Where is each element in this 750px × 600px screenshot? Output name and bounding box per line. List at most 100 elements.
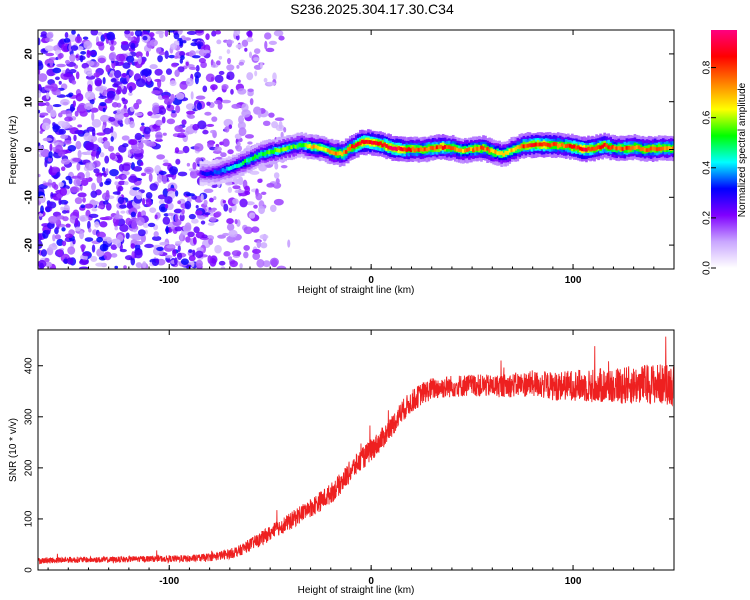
noise-blob — [231, 103, 241, 109]
noise-blob — [244, 134, 255, 139]
ridge-cell — [597, 145, 600, 149]
ridge-cell — [415, 147, 419, 152]
noise-blob — [133, 102, 140, 110]
noise-blob — [190, 42, 198, 47]
noise-blob — [228, 207, 233, 213]
noise-blob — [181, 119, 187, 126]
noise-blob — [227, 149, 234, 155]
noise-blob — [91, 112, 95, 121]
noise-blob — [109, 152, 116, 160]
noise-blob — [236, 64, 240, 69]
noise-blob — [243, 226, 253, 235]
noise-blob — [214, 100, 222, 105]
noise-blob — [264, 40, 268, 50]
noise-blob — [69, 53, 76, 63]
ridge-cell — [427, 146, 431, 151]
noise-blob — [252, 248, 261, 254]
ridge-cell — [502, 152, 506, 157]
noise-blob — [44, 159, 48, 168]
noise-blob — [130, 257, 136, 266]
noise-blob — [186, 30, 197, 36]
noise-blob — [145, 191, 153, 199]
noise-blob — [130, 31, 134, 37]
noise-blob — [58, 52, 64, 59]
noise-blob — [169, 43, 178, 50]
noise-blob — [39, 112, 49, 116]
noise-blob — [223, 251, 231, 257]
noise-blob — [185, 103, 195, 110]
noise-blob — [97, 205, 104, 209]
ridge-cell — [354, 143, 358, 148]
snr-x-label: Height of straight line (km) — [298, 585, 415, 596]
noise-blob — [273, 172, 280, 179]
noise-blob — [68, 43, 73, 52]
noise-blob — [207, 222, 215, 226]
noise-blob — [74, 217, 79, 227]
ridge-cell — [391, 146, 394, 151]
noise-blob — [135, 78, 146, 88]
noise-blob — [40, 205, 44, 214]
noise-blob — [76, 46, 84, 51]
noise-blob — [105, 64, 111, 73]
noise-blob — [74, 110, 79, 117]
noise-blob — [230, 88, 234, 95]
noise-blob — [101, 236, 112, 242]
noise-blob — [63, 73, 74, 78]
noise-blob — [166, 118, 176, 125]
noise-blob — [166, 259, 171, 263]
noise-blob — [174, 147, 180, 154]
noise-blob — [185, 193, 195, 197]
ridge-cell — [270, 149, 273, 154]
noise-blob — [148, 69, 152, 75]
noise-blob — [129, 120, 135, 129]
noise-blob — [272, 72, 277, 81]
noise-blob — [214, 244, 222, 254]
ridge-cell — [314, 144, 318, 149]
noise-blob — [165, 174, 174, 178]
noise-blob — [121, 97, 126, 102]
noise-blob — [157, 174, 163, 183]
noise-blob — [175, 158, 181, 165]
ridge-cell — [466, 148, 469, 152]
noise-blob — [187, 231, 195, 238]
colorbar-tick-label: 0.6 — [702, 110, 713, 124]
noise-blob — [90, 255, 98, 262]
ridge-cell — [413, 148, 417, 153]
noise-blob — [104, 180, 111, 186]
noise-blob — [99, 114, 110, 123]
ridge-cell — [316, 145, 320, 150]
noise-blob — [124, 30, 131, 35]
ridge-cell — [595, 146, 598, 150]
ridge-cell — [286, 146, 289, 150]
ridge-cell — [381, 143, 384, 148]
ridge-cell — [308, 144, 312, 148]
noise-blob — [75, 93, 84, 102]
noise-blob — [179, 81, 188, 90]
ridge-cell — [562, 144, 566, 149]
noise-blob — [287, 239, 291, 248]
noise-blob — [80, 50, 87, 55]
noise-blob — [80, 244, 86, 250]
noise-blob — [283, 127, 287, 133]
ridge-cell — [300, 143, 304, 148]
ridge-cell — [352, 144, 356, 149]
ridge-cell — [419, 147, 423, 152]
noise-blob — [226, 49, 231, 55]
noise-blob — [177, 200, 182, 205]
noise-blob — [253, 57, 260, 62]
noise-blob — [193, 143, 204, 152]
noise-blob — [203, 199, 208, 206]
spectrogram-x-ticks: -100 0 100 — [47, 30, 675, 286]
noise-blob — [195, 30, 204, 34]
ridge-cell — [645, 148, 649, 153]
noise-blob — [253, 48, 261, 55]
noise-blob — [75, 54, 79, 58]
noise-blob — [86, 50, 91, 59]
ridge-cell — [538, 142, 542, 147]
ridge-cell — [659, 146, 663, 151]
noise-blob — [222, 138, 230, 147]
spectrogram-x-label: Height of straight line (km) — [298, 285, 415, 296]
noise-blob — [45, 229, 51, 235]
noise-blob — [238, 127, 247, 136]
noise-blob — [232, 185, 241, 190]
